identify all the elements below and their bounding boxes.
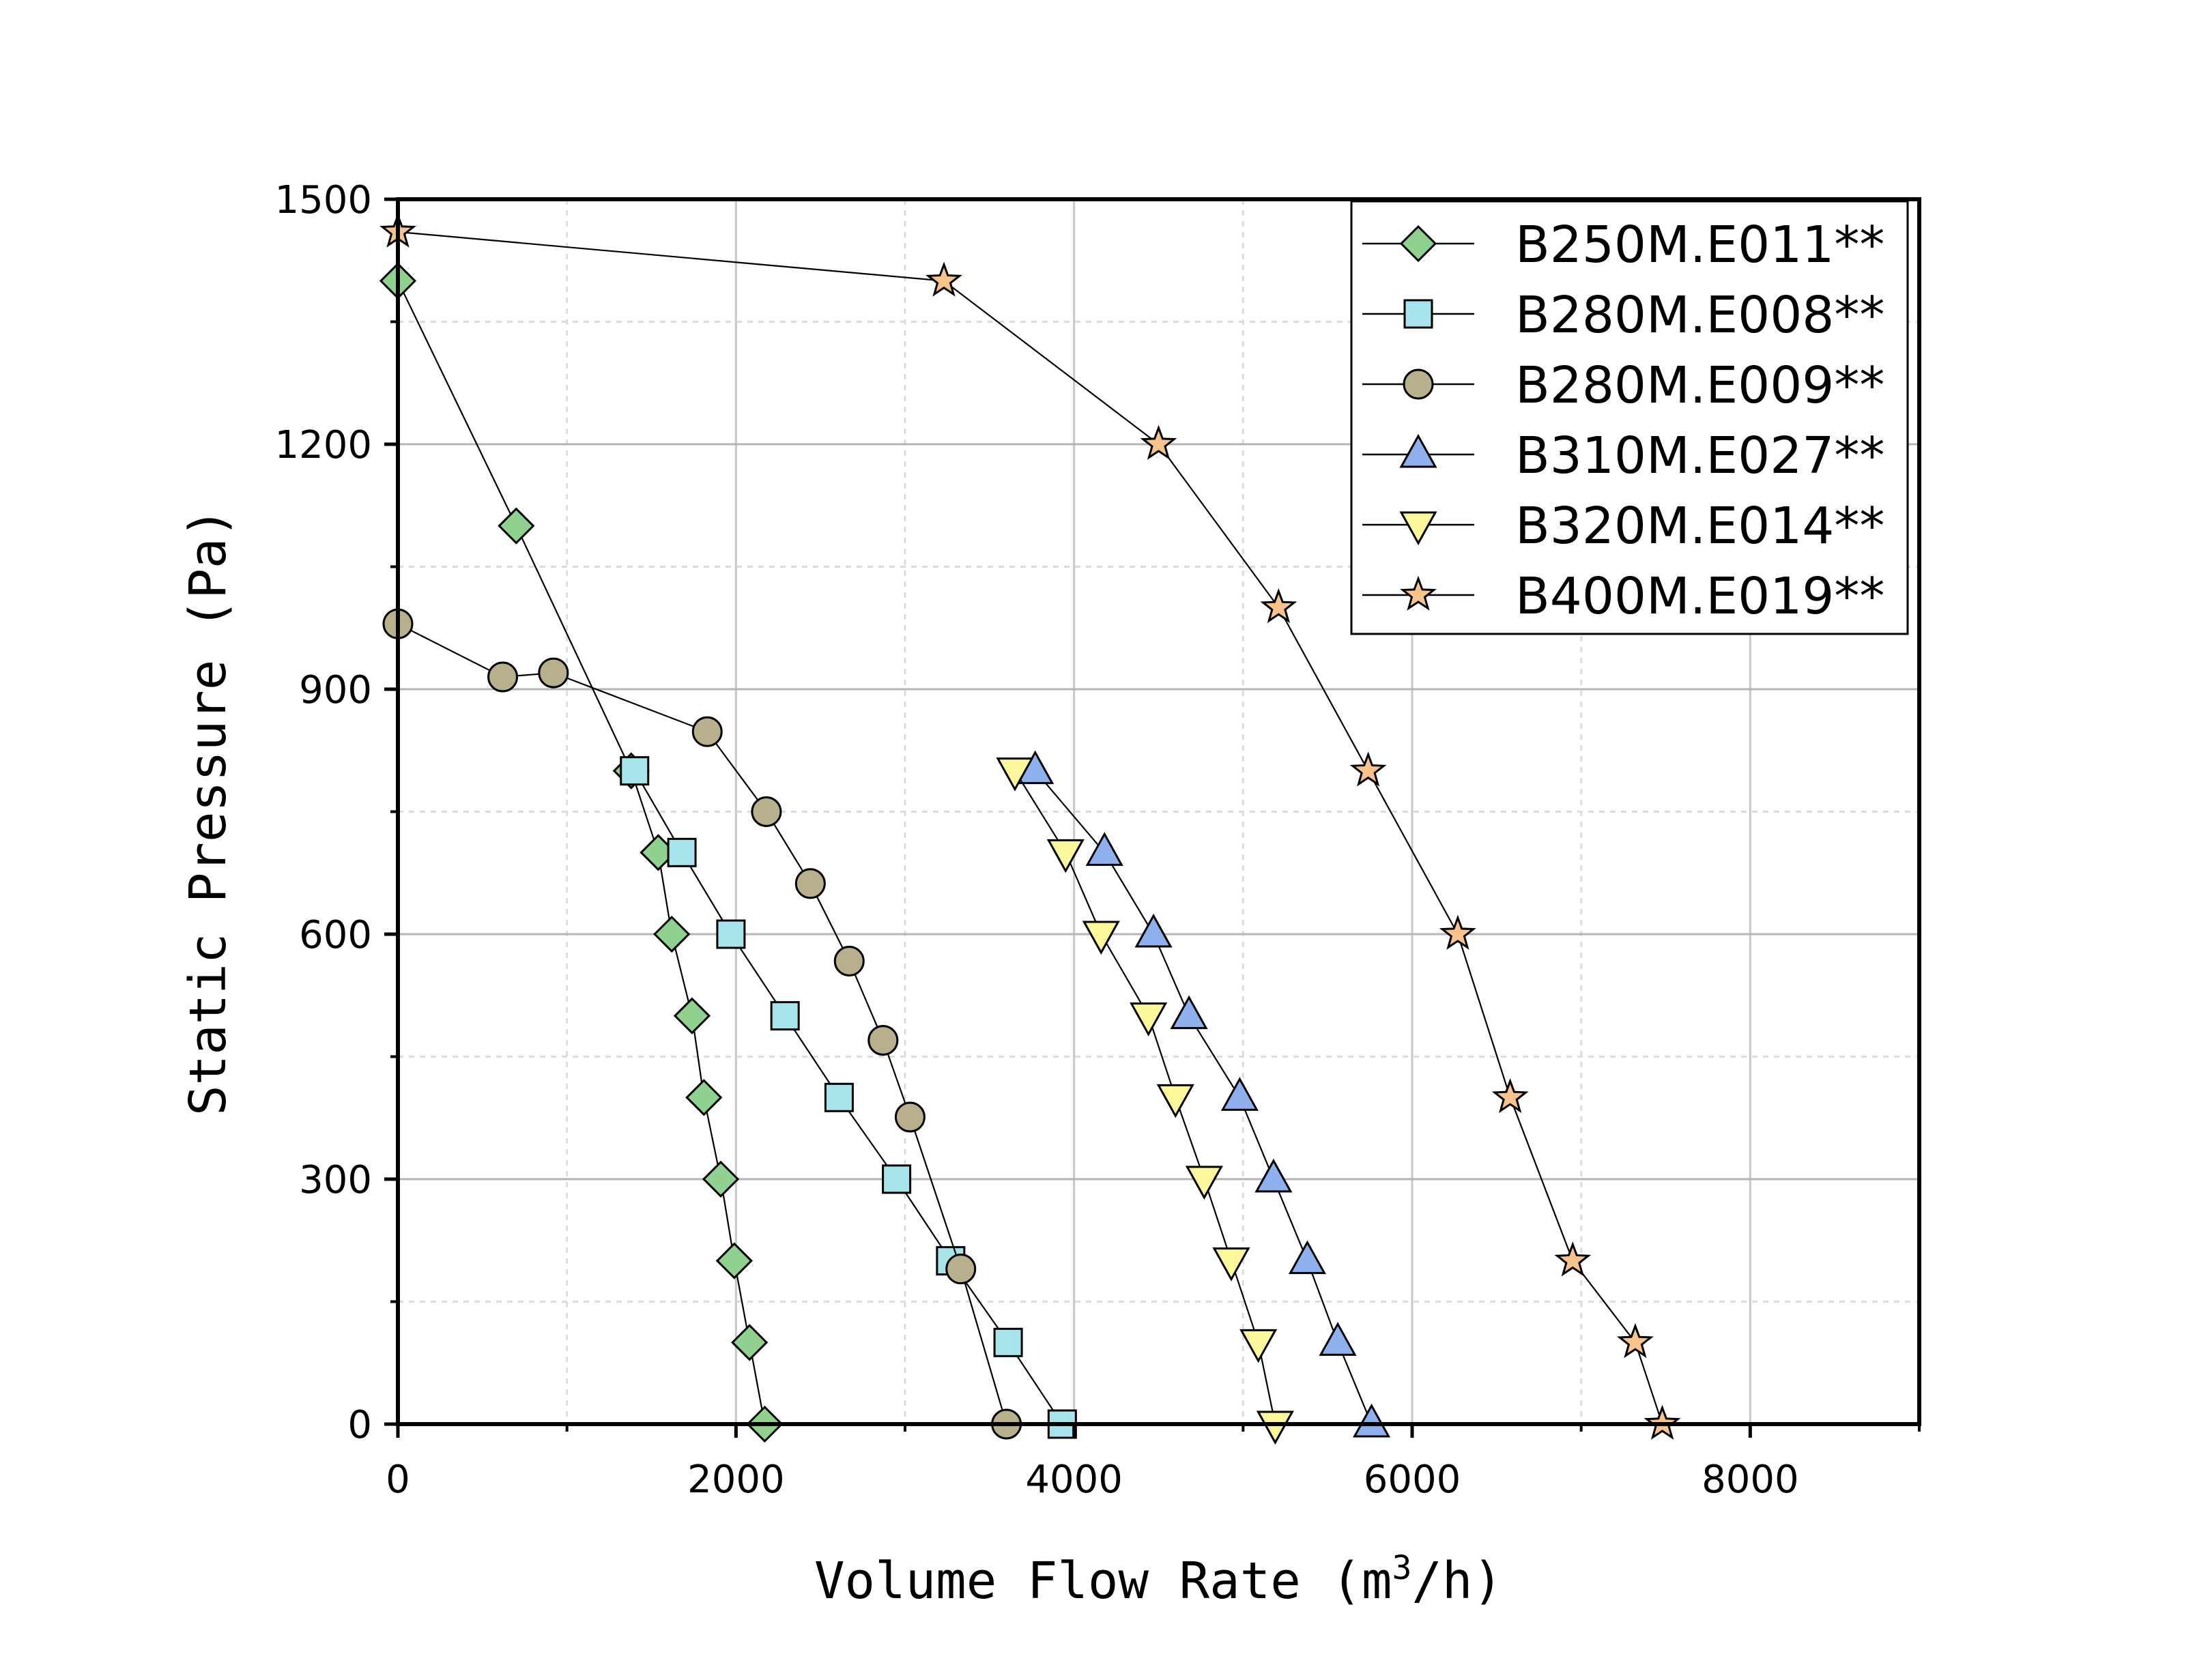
legend-marker-triangle-up (1399, 433, 1437, 468)
data-point-triangle-up (1170, 995, 1208, 1030)
data-point-triangle-up (1085, 832, 1123, 866)
legend-marker-circle (1403, 368, 1434, 400)
data-point-circle (751, 796, 782, 827)
x-tick-label: 2000 (687, 1458, 785, 1502)
data-point-square (667, 837, 697, 867)
data-point-diamond (702, 1160, 740, 1198)
series-line (397, 280, 766, 1425)
data-point-square (620, 756, 650, 786)
y-tick-label: 300 (299, 1158, 372, 1202)
y-axis-title: Static Pressure (Pa) (179, 508, 238, 1116)
data-point-triangle-down (1082, 921, 1120, 955)
legend-item: B280M.E008** (1362, 286, 1884, 345)
data-point-circle (691, 716, 723, 747)
data-point-triangle-up (1220, 1077, 1259, 1111)
series-line (1034, 770, 1373, 1425)
data-point-square (770, 1001, 800, 1031)
legend-item: B280M.E009** (1362, 356, 1884, 415)
x-axis-title: Volume Flow Rate (m3/h) (814, 1549, 1503, 1610)
data-point-triangle-down (1185, 1165, 1223, 1200)
data-point-triangle-down (1046, 839, 1085, 873)
legend-label: B310M.E027** (1515, 426, 1884, 485)
y-tick-label: 600 (299, 913, 372, 957)
y-tick-label: 900 (299, 668, 372, 712)
data-point-square (993, 1327, 1023, 1357)
data-point-triangle-up (1353, 1403, 1391, 1438)
data-point-diamond (715, 1242, 753, 1279)
data-point-star (1260, 588, 1297, 624)
data-point-triangle-down (1239, 1329, 1278, 1363)
series-B320M.E014** (996, 757, 1294, 1445)
legend: B250M.E011** B280M.E008** B280M.E009** B310… (1350, 200, 1909, 635)
legend-item: B310M.E027** (1362, 426, 1884, 485)
data-point-star (925, 261, 962, 297)
data-point-circle (538, 657, 569, 689)
series-line (397, 231, 1663, 1425)
data-point-diamond (673, 997, 711, 1034)
data-point-circle (794, 868, 826, 899)
data-point-triangle-up (1288, 1240, 1326, 1275)
data-point-triangle-down (1256, 1410, 1294, 1445)
data-point-triangle-up (1134, 913, 1173, 948)
x-tick-label: 8000 (1702, 1458, 1799, 1502)
legend-marker-triangle-down (1399, 511, 1437, 546)
legend-label: B280M.E009** (1515, 356, 1884, 415)
data-point-star (1140, 424, 1177, 460)
data-point-diamond (653, 915, 691, 953)
data-point-star (1616, 1322, 1654, 1359)
x-axis-title-superscript: 3 (1392, 1549, 1411, 1587)
data-point-circle (945, 1254, 977, 1285)
ticks: 0 2000 4000 6000 8000 0 300 600 900 1200 1500 (274, 178, 1921, 1502)
data-point-diamond (731, 1324, 769, 1361)
data-point-diamond (685, 1079, 723, 1116)
data-point-circle (867, 1025, 899, 1056)
x-tick-label: 4000 (1025, 1458, 1123, 1502)
y-tick-label: 1200 (274, 423, 372, 467)
x-axis-title-tail: /h) (1411, 1552, 1503, 1610)
data-point-triangle-down (1130, 1002, 1168, 1037)
data-point-star (1491, 1077, 1529, 1114)
legend-label: B320M.E014** (1515, 497, 1884, 555)
data-point-circle (487, 661, 519, 693)
legend-label: B250M.E011** (1515, 216, 1884, 274)
data-point-triangle-up (1254, 1158, 1293, 1193)
legend-label: B280M.E008** (1515, 286, 1884, 345)
data-point-star (1439, 914, 1476, 950)
series-layer (379, 212, 1681, 1445)
legend-item: B320M.E014** (1362, 497, 1884, 555)
x-tick-label: 6000 (1364, 1458, 1461, 1502)
data-point-triangle-down (1156, 1084, 1194, 1118)
data-point-circle (894, 1101, 926, 1133)
y-tick-label: 1500 (274, 178, 372, 222)
legend-item: B250M.E011** (1362, 216, 1884, 274)
legend-marker-square (1403, 299, 1433, 329)
data-point-circle (833, 945, 865, 976)
data-point-triangle-down (1212, 1247, 1250, 1281)
data-point-diamond (498, 507, 535, 545)
data-point-square (882, 1164, 912, 1194)
legend-marker-star (1400, 575, 1437, 611)
data-point-star (1349, 751, 1387, 787)
data-point-star (1554, 1241, 1592, 1277)
y-tick-label: 0 (347, 1403, 372, 1447)
legend-item: B400M.E019** (1362, 567, 1884, 626)
legend-label: B400M.E019** (1515, 567, 1884, 626)
data-point-square (824, 1082, 854, 1112)
series-B250M.E011** (379, 262, 784, 1443)
data-point-triangle-up (1319, 1322, 1357, 1356)
series-B280M.E009** (382, 608, 1022, 1440)
data-point-triangle-down (996, 757, 1034, 792)
legend-box (1350, 200, 1909, 635)
data-point-square (716, 919, 746, 949)
series-B310M.E027** (1016, 750, 1391, 1438)
x-tick-label: 0 (386, 1458, 410, 1502)
legend-marker-diamond (1399, 225, 1437, 263)
